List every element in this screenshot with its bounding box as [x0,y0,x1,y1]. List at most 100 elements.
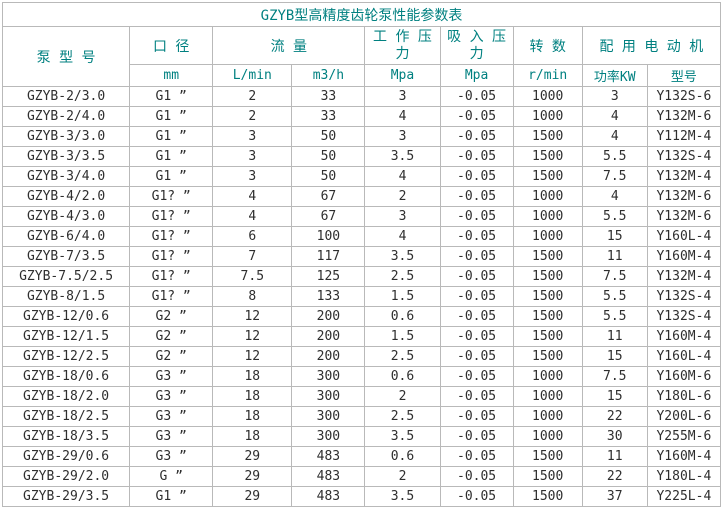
cell-power: 15 [581,386,648,407]
cell-pump-model: GZYB-7.5/2.5 [1,266,131,287]
cell-working-pressure: 2.5 [364,406,441,427]
cell-power: 4 [581,186,648,207]
cell-speed: 1000 [512,86,583,107]
unit-header-diameter-mm: mm [129,64,214,87]
cell-diameter: G1 ” [129,126,214,147]
unit-header-motor-model: 型号 [646,64,722,87]
cell-suction-pressure: -0.05 [439,106,514,127]
cell-pump-model: GZYB-7/3.5 [1,246,131,267]
cell-motor-model: Y132M-4 [646,266,722,287]
cell-flow-lmin: 12 [212,306,293,327]
cell-speed: 1500 [512,306,583,327]
cell-speed: 1500 [512,446,583,467]
cell-suction-pressure: -0.05 [439,206,514,227]
cell-diameter: G1 ” [129,486,214,507]
cell-flow-m3h: 483 [291,466,366,487]
cell-speed: 1000 [512,426,583,447]
col-header-diameter: 口 径 [129,26,214,65]
cell-motor-model: Y132M-6 [646,206,722,227]
cell-speed: 1500 [512,486,583,507]
cell-pump-model: GZYB-4/2.0 [1,186,131,207]
col-header-motor: 配 用 电 动 机 [581,26,722,65]
cell-power: 7.5 [581,366,648,387]
cell-suction-pressure: -0.05 [439,366,514,387]
col-header-speed: 转 数 [512,26,583,65]
cell-suction-pressure: -0.05 [439,386,514,407]
cell-speed: 1000 [512,386,583,407]
pump-spec-table: GZYB型高精度齿轮泵性能参数表 泵 型 号 口 径 流 量 工 作 压 力 吸… [1,2,722,507]
cell-flow-m3h: 67 [291,206,366,227]
unit-header-working-pressure-mpa: Mpa [364,64,441,87]
cell-suction-pressure: -0.05 [439,466,514,487]
table-row: GZYB-18/3.5 G3 ” 18 300 3.5 -0.05 1000 30 Y255M-… [1,426,722,447]
cell-power: 37 [581,486,648,507]
cell-diameter: G3 ” [129,406,214,427]
table-row: GZYB-29/3.5 G1 ” 29 483 3.5 -0.05 1500 37 Y225L-… [1,486,722,507]
table-row: GZYB-18/2.5 G3 ” 18 300 2.5 -0.05 1000 22 Y200L-… [1,406,722,427]
cell-diameter: G1? ” [129,266,214,287]
cell-suction-pressure: -0.05 [439,246,514,267]
cell-power: 15 [581,346,648,367]
cell-pump-model: GZYB-12/1.5 [1,326,131,347]
table-row: GZYB-3/3.0 G1 ” 3 50 3 -0.05 1500 4 Y112M-4 [1,126,722,147]
cell-flow-m3h: 200 [291,326,366,347]
cell-flow-lmin: 18 [212,426,293,447]
cell-suction-pressure: -0.05 [439,346,514,367]
cell-flow-m3h: 50 [291,126,366,147]
cell-pump-model: GZYB-18/0.6 [1,366,131,387]
cell-flow-lmin: 29 [212,486,293,507]
col-header-pump-model: 泵 型 号 [1,26,131,87]
cell-pump-model: GZYB-18/2.0 [1,386,131,407]
table-row: GZYB-2/4.0 G1 ” 2 33 4 -0.05 1000 4 Y132M-6 [1,106,722,127]
cell-flow-m3h: 300 [291,406,366,427]
unit-header-suction-pressure-mpa: Mpa [439,64,514,87]
unit-header-flow-lmin: L/min [212,64,293,87]
cell-working-pressure: 0.6 [364,446,441,467]
cell-speed: 1000 [512,206,583,227]
cell-suction-pressure: -0.05 [439,126,514,147]
cell-suction-pressure: -0.05 [439,446,514,467]
cell-working-pressure: 3.5 [364,246,441,267]
cell-flow-lmin: 2 [212,86,293,107]
cell-flow-m3h: 200 [291,306,366,327]
cell-flow-lmin: 6 [212,226,293,247]
unit-header-flow-m3h: m3/h [291,64,366,87]
cell-pump-model: GZYB-2/3.0 [1,86,131,107]
cell-working-pressure: 2 [364,466,441,487]
cell-flow-m3h: 300 [291,386,366,407]
cell-power: 5.5 [581,206,648,227]
cell-pump-model: GZYB-3/4.0 [1,166,131,187]
table-row: GZYB-3/4.0 G1 ” 3 50 4 -0.05 1500 7.5 Y132M-4 [1,166,722,187]
cell-power: 7.5 [581,166,648,187]
cell-working-pressure: 2.5 [364,266,441,287]
cell-power: 4 [581,106,648,127]
cell-flow-lmin: 7.5 [212,266,293,287]
cell-pump-model: GZYB-29/0.6 [1,446,131,467]
cell-suction-pressure: -0.05 [439,406,514,427]
cell-diameter: G2 ” [129,326,214,347]
cell-power: 11 [581,246,648,267]
table-row: GZYB-18/0.6 G3 ” 18 300 0.6 -0.05 1000 7.5 Y160M… [1,366,722,387]
cell-flow-lmin: 4 [212,186,293,207]
cell-power: 7.5 [581,266,648,287]
cell-motor-model: Y132S-4 [646,146,722,167]
cell-diameter: G3 ” [129,386,214,407]
table-header-row-1: 泵 型 号 口 径 流 量 工 作 压 力 吸 入 压 力 转 数 配 用 电 … [1,26,722,87]
table-row: GZYB-7.5/2.5 G1? ” 7.5 125 2.5 -0.05 1500 7.5 Y1… [1,266,722,287]
cell-suction-pressure: -0.05 [439,426,514,447]
cell-flow-lmin: 29 [212,466,293,487]
table-title: GZYB型高精度齿轮泵性能参数表 [2,2,721,27]
cell-flow-m3h: 300 [291,366,366,387]
cell-motor-model: Y180L-6 [646,386,722,407]
cell-diameter: G1 ” [129,86,214,107]
cell-power: 5.5 [581,146,648,167]
cell-pump-model: GZYB-2/4.0 [1,106,131,127]
cell-pump-model: GZYB-12/0.6 [1,306,131,327]
cell-working-pressure: 3 [364,206,441,227]
cell-diameter: G1 ” [129,146,214,167]
cell-power: 11 [581,326,648,347]
table-row: GZYB-18/2.0 G3 ” 18 300 2 -0.05 1000 15 Y180L-6 [1,386,722,407]
cell-working-pressure: 2.5 [364,346,441,367]
cell-diameter: G2 ” [129,346,214,367]
cell-flow-m3h: 33 [291,86,366,107]
